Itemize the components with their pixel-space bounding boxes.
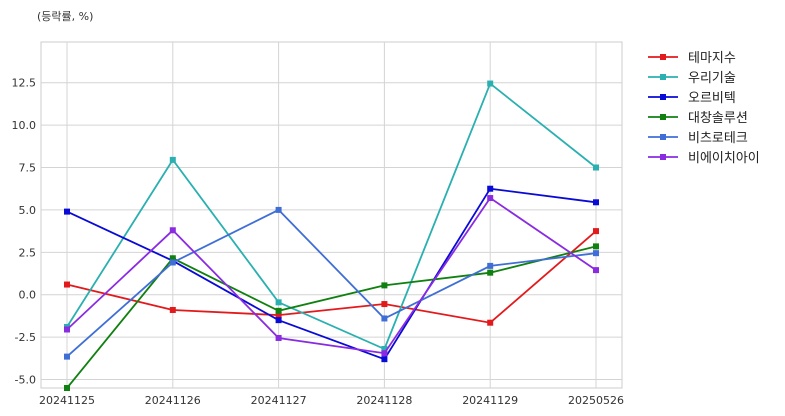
- data-point: [64, 326, 70, 333]
- data-point: [64, 385, 70, 391]
- legend-label: 대창솔루션: [688, 111, 748, 126]
- x-axis-ticks: 20241125 20241126 20241127 20241128 20241129…: [39, 394, 624, 407]
- y-tick-label: 5.0: [19, 204, 37, 217]
- data-point: [593, 164, 599, 171]
- data-point: [487, 262, 494, 269]
- series-6: [64, 195, 599, 357]
- legend-item: 우리기술: [648, 71, 736, 86]
- legend-marker: [660, 74, 666, 80]
- legend-marker: [660, 154, 666, 160]
- y-tick-label: 0.0: [19, 289, 37, 302]
- series-line: [66, 208, 597, 358]
- y-tick-label: -2.5: [15, 331, 36, 344]
- legend-label: 오르비텍: [688, 91, 736, 106]
- legend-marker: [660, 94, 666, 100]
- data-point: [593, 243, 599, 250]
- series-4: [64, 243, 599, 391]
- series-1: [64, 228, 599, 326]
- y-tick-label: -5.0: [15, 374, 36, 387]
- data-point: [593, 199, 599, 206]
- x-tick-label: 20241129: [462, 394, 518, 407]
- y-tick-label: 10.0: [12, 119, 37, 132]
- data-point: [487, 269, 494, 276]
- legend-item: 비츠로테크: [648, 131, 748, 146]
- data-point: [169, 227, 176, 234]
- data-point: [275, 312, 282, 319]
- unit-label: (등락률, %): [37, 10, 93, 23]
- y-axis-ticks: -5.0 -2.5 0.0 2.5 5.0 7.5 10.0 12.5: [12, 77, 37, 387]
- data-point: [275, 317, 282, 324]
- data-point: [381, 315, 388, 322]
- x-tick-label: 20241127: [251, 394, 307, 407]
- legend-item: 비에이치아이: [648, 151, 760, 166]
- data-point: [487, 185, 494, 192]
- data-point: [381, 350, 388, 357]
- series-line: [66, 82, 597, 351]
- data-point: [381, 356, 388, 363]
- data-point: [275, 334, 282, 341]
- data-point: [275, 206, 282, 213]
- legend-marker: [660, 114, 666, 120]
- x-tick-label: 20241128: [356, 394, 412, 407]
- data-point: [275, 307, 282, 314]
- data-point: [169, 306, 176, 313]
- legend-item: 테마지수: [648, 51, 736, 66]
- data-point: [64, 208, 70, 215]
- series-line: [66, 245, 597, 389]
- y-tick-label: 7.5: [19, 162, 37, 175]
- data-point: [593, 250, 599, 257]
- series-line: [66, 187, 597, 361]
- data-point: [169, 259, 176, 266]
- data-point: [169, 255, 176, 262]
- data-point: [381, 301, 388, 308]
- plot-area: [40, 41, 623, 389]
- data-point: [487, 319, 494, 326]
- series-5: [64, 206, 599, 360]
- series-line: [66, 196, 597, 355]
- data-point: [275, 299, 282, 306]
- data-point: [169, 156, 176, 163]
- y-tick-label: 2.5: [19, 246, 37, 259]
- legend-label: 테마지수: [688, 51, 736, 66]
- series-lines: [64, 80, 599, 391]
- data-point: [593, 228, 599, 235]
- legend-item: 오르비텍: [648, 91, 736, 106]
- legend-label: 비에이치아이: [688, 151, 760, 166]
- data-point: [593, 267, 599, 274]
- data-point: [487, 80, 494, 87]
- legend-label: 우리기술: [688, 71, 736, 86]
- y-tick-label: 12.5: [12, 77, 37, 90]
- legend-item: 대창솔루션: [648, 111, 748, 126]
- x-tick-label: 20250526: [568, 394, 624, 407]
- data-point: [487, 195, 494, 202]
- grid-lines: [41, 42, 622, 388]
- series-line: [66, 230, 597, 324]
- legend-marker: [660, 54, 666, 60]
- x-tick-label: 20241126: [145, 394, 201, 407]
- data-point: [64, 281, 70, 288]
- legend-label: 비츠로테크: [688, 131, 748, 146]
- data-point: [381, 282, 388, 289]
- data-point: [64, 353, 70, 360]
- legend-marker: [660, 134, 666, 140]
- data-point: [381, 345, 388, 352]
- x-tick-label: 20241125: [39, 394, 95, 407]
